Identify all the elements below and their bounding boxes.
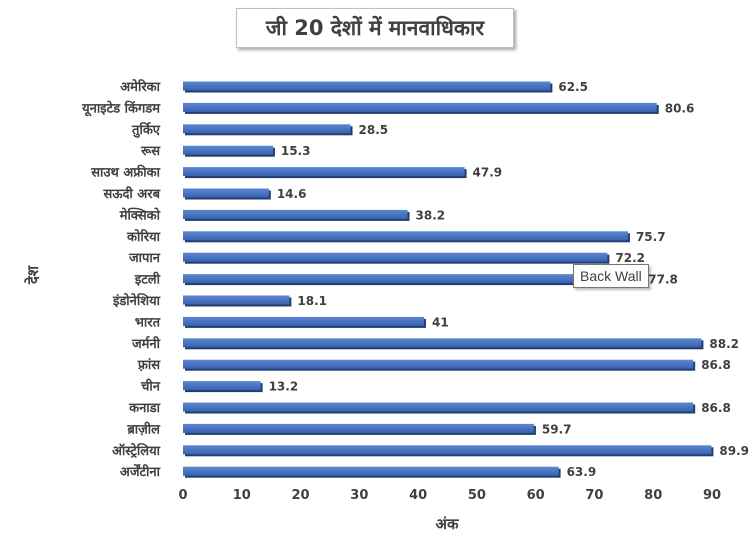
- data-label: 77.8: [648, 273, 678, 287]
- bar: [183, 338, 702, 348]
- category-label: अमेरिका: [120, 79, 160, 95]
- category-label: इंडोनेशिया: [112, 293, 161, 309]
- bar: [183, 423, 534, 433]
- category-label: साउथ अफ्रीका: [90, 165, 160, 181]
- bar: [183, 359, 694, 369]
- data-label: 89.9: [719, 444, 749, 458]
- bar: [183, 252, 608, 262]
- category-label: चीन: [140, 379, 161, 395]
- data-label: 18.1: [297, 294, 327, 308]
- data-label: 75.7: [636, 230, 666, 244]
- category-label: सऊदी अरब: [103, 186, 161, 202]
- data-label: 41: [432, 315, 449, 329]
- bar: [183, 124, 351, 134]
- bar: [183, 402, 694, 412]
- category-label: कोरिया: [126, 229, 161, 245]
- category-label: फ़्रांस: [137, 357, 161, 373]
- data-label: 86.8: [701, 358, 731, 372]
- bar: [183, 145, 273, 155]
- bar: [183, 381, 261, 391]
- category-label: यूनाइटेड किंगडम: [81, 99, 161, 116]
- bar: [183, 167, 465, 177]
- data-label: 28.5: [359, 123, 389, 137]
- x-axis-label: अंक: [436, 515, 460, 533]
- bar: [183, 209, 408, 219]
- x-tick-label: 90: [703, 488, 721, 503]
- x-tick-label: 20: [292, 488, 310, 503]
- data-label: 47.9: [473, 166, 503, 180]
- data-label: 63.9: [567, 465, 597, 479]
- bar: [183, 231, 628, 241]
- data-label: 59.7: [542, 422, 572, 436]
- x-tick-label: 0: [178, 488, 187, 503]
- category-label: तुर्किए: [131, 122, 161, 138]
- data-label: 15.3: [281, 144, 311, 158]
- x-tick-label: 50: [468, 488, 486, 503]
- data-label: 80.6: [665, 101, 695, 115]
- x-tick-label: 30: [350, 488, 368, 503]
- x-tick-label: 60: [527, 488, 545, 503]
- bar: [183, 81, 551, 91]
- category-label: मेक्सिको: [119, 207, 161, 223]
- x-tick-label: 40: [409, 488, 427, 503]
- category-label: अर्जेंटीना: [120, 464, 161, 480]
- x-tick-label: 10: [233, 488, 251, 503]
- category-label: रूस: [140, 144, 161, 159]
- bar: [183, 274, 641, 284]
- category-label: जापान: [128, 251, 161, 266]
- category-label: भारत: [135, 315, 161, 330]
- data-label: 86.8: [701, 401, 731, 415]
- bar: [183, 445, 712, 455]
- tooltip: Back Wall: [573, 264, 649, 288]
- bar: [183, 102, 657, 112]
- bar: [183, 295, 290, 305]
- data-label: 88.2: [709, 337, 739, 351]
- category-label: कनाडा: [128, 401, 161, 416]
- data-label: 13.2: [269, 380, 299, 394]
- category-label: ब्राज़ील: [126, 421, 161, 437]
- bar: [183, 188, 269, 198]
- x-tick-label: 70: [585, 488, 603, 503]
- x-tick-label: 80: [644, 488, 662, 503]
- category-label: इटली: [134, 272, 161, 288]
- data-label: 62.5: [558, 80, 588, 94]
- data-label: 14.6: [277, 187, 307, 201]
- data-label: 38.2: [416, 208, 446, 222]
- category-label: ऑस्ट्रेलिया: [112, 443, 161, 459]
- bar: [183, 316, 424, 326]
- data-label: 72.2: [615, 251, 645, 265]
- y-axis-label: देश: [24, 265, 42, 285]
- category-label: जर्मनी: [131, 336, 161, 352]
- chart-title: जी 20 देशों में मानवाधिकार: [236, 8, 514, 48]
- bar: [183, 466, 559, 476]
